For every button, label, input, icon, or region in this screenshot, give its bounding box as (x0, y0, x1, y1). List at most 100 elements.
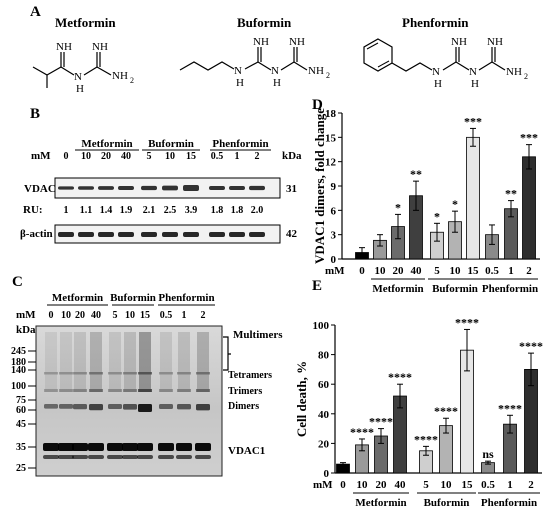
blot-c-tetramer-band (177, 372, 191, 375)
blot-c-dimer-band (108, 404, 122, 409)
blot-c-dimer-band (89, 404, 103, 411)
blot-c-trimer-band (123, 389, 137, 392)
chart-d: 0 3 6 9 12 15 18 0 10 * 20 ** 40 * 5 * 10 *** 15 0.5 ** 1 *** 2… (312, 108, 540, 295)
metformin-title: Metformin (55, 15, 116, 30)
blot-c-tetramer-band (108, 372, 122, 375)
blot-c-dimer-band (44, 404, 58, 409)
phenformin-h-1: H (434, 78, 442, 90)
y-tick-label: 12 (325, 157, 337, 169)
blot-c-dose-label: 40 (91, 310, 101, 321)
panel-a-letter: A (30, 4, 41, 20)
mm-label: mM (325, 265, 345, 277)
blot-c-dose-label: 15 (140, 310, 150, 321)
x-tick-label: 1 (507, 479, 513, 491)
blot-b-vdac1-band (118, 185, 134, 191)
blot-b-actin-kda: 42 (286, 228, 298, 240)
significance-label: * (395, 200, 401, 214)
significance-label: ** (410, 167, 422, 181)
significance-label: **** (350, 425, 374, 439)
x-tick-label: 5 (423, 479, 429, 491)
phenformin-nh2: NH (506, 66, 522, 78)
y-tick-label: 20 (318, 438, 330, 450)
blot-b-vdac1-band (209, 185, 225, 191)
blot-b-ru-value: 1.4 (100, 205, 113, 216)
blot-c-marker-label: 180 (11, 357, 26, 368)
blot-b-dose-label: 40 (121, 151, 131, 162)
x-tick-label: 10 (450, 265, 462, 277)
significance-label: *** (464, 114, 482, 128)
metformin-nh-1: NH (56, 41, 72, 53)
blot-c-vdac1-band (158, 443, 174, 451)
band-dimers-label: Dimers (228, 401, 259, 412)
blot-c-multimer-smear (74, 332, 86, 392)
phenformin-structure: Phenformin NH NH N H N H NH 2 (363, 15, 528, 90)
blot-c-dose-label: 0.5 (160, 310, 173, 321)
blot-b-dose-label: 2 (255, 151, 260, 162)
panel-e-letter: E (312, 278, 322, 294)
blot-b-actin-band (58, 232, 74, 237)
blot-c-vdac1-band (122, 443, 138, 451)
blot-c-multimer-smear (109, 332, 121, 392)
blot-b-vdac1-band (162, 185, 178, 191)
phenformin-n-2: N (469, 66, 477, 78)
phenformin-title: Phenformin (402, 15, 469, 30)
significance-label: **** (414, 432, 438, 446)
phenformin-n-1: N (432, 66, 440, 78)
blot-c-marker-label: 100 (11, 381, 26, 392)
blot-b-actin-band (249, 232, 265, 237)
x-tick-label: 2 (528, 479, 534, 491)
metformin-h: H (76, 83, 84, 95)
significance-label: ns (482, 447, 494, 461)
phenformin-nh2-sub: 2 (524, 72, 528, 81)
blot-c-dimer-band (159, 404, 173, 409)
blot-c-vdac1-lower-band (122, 455, 138, 459)
blot-b-ru-value: 1 (64, 205, 69, 216)
y-tick-label: 9 (331, 181, 337, 193)
blot-b-ru-value: 1.8 (231, 205, 244, 216)
panel-c-letter: C (12, 274, 23, 290)
x-tick-label: 20 (393, 265, 405, 277)
blot-b-vdac1-band (249, 185, 265, 191)
y-tick-label: 0 (324, 468, 330, 480)
buformin-nh2-sub: 2 (326, 71, 330, 80)
blot-b-ru-value: 1.9 (120, 205, 133, 216)
x-tick-label: 0 (359, 265, 365, 277)
buformin-title: Buformin (237, 15, 292, 30)
significance-label: **** (498, 401, 522, 415)
x-tick-label: 0 (340, 479, 346, 491)
blot-b-vdac1-band (183, 185, 199, 191)
y-tick-label: 80 (318, 350, 330, 362)
blot-c-tetramer-band (59, 372, 73, 375)
buformin-h-2: H (273, 77, 281, 89)
blot-c-marker-label: 140 (11, 365, 26, 376)
significance-label: ** (505, 187, 517, 201)
x-tick-label: 10 (357, 479, 369, 491)
blot-c-marker-label: 35 (16, 442, 26, 453)
buformin-nh2: NH (308, 65, 324, 77)
blot-b-group-label: Buformin (148, 138, 194, 150)
blot-b-group-label: Metformin (81, 138, 132, 150)
blot-c-trimer-band (177, 389, 191, 392)
y-tick-label: 100 (313, 320, 330, 332)
blot-b-dose-label: 5 (147, 151, 152, 162)
blot-c-trimer-band (44, 389, 58, 392)
blot-b-dose-label: 20 (101, 151, 111, 162)
blot-c-multimer-smear (60, 332, 72, 392)
significance-label: **** (369, 415, 393, 429)
x-tick-label: 2 (526, 265, 532, 277)
blot-b-ru-value: 3.9 (185, 205, 198, 216)
blot-b-dose-label: 1 (235, 151, 240, 162)
band-trimers-label: Trimers (228, 386, 262, 397)
buformin-h-1: H (236, 77, 244, 89)
blot-b-dose-label: 0.5 (211, 151, 224, 162)
significance-label: * (452, 197, 458, 211)
group-label: Buformin (432, 283, 478, 295)
phenformin-nh-1: NH (451, 36, 467, 48)
blot-b-vdac1-band (141, 185, 157, 191)
blot-b-actin-band (209, 232, 225, 237)
y-tick-label: 3 (331, 230, 337, 242)
blot-c-dose-label: 20 (75, 310, 85, 321)
blot-c-vdac1-band (72, 443, 88, 451)
x-tick-label: 0.5 (485, 265, 499, 277)
